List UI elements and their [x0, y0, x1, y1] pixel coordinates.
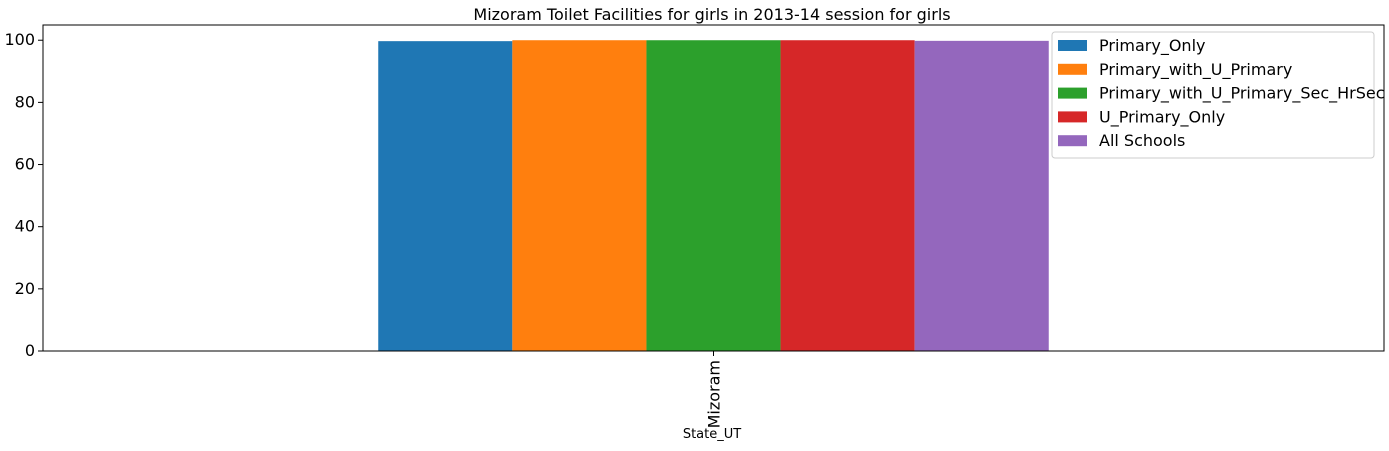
legend-swatch: [1058, 63, 1087, 75]
legend-label: All Schools: [1099, 131, 1185, 150]
legend-label: U_Primary_Only: [1099, 107, 1225, 127]
y-axis: 0 20 40 60 80 100: [4, 30, 43, 360]
y-tick-label: 80: [15, 92, 35, 111]
plot-frame: [42, 24, 1385, 352]
bar-primary-only: [378, 41, 513, 351]
legend-swatch: [1058, 111, 1087, 123]
chart-title: Mizoram Toilet Facilities for girls in 2…: [473, 5, 950, 24]
legend-label: Primary_with_U_Primary_Sec_HrSec: [1099, 84, 1385, 104]
bars-group: [378, 40, 1049, 352]
x-axis-label: State_UT: [683, 427, 741, 442]
x-tick-label: Mizoram: [705, 360, 724, 428]
y-tick-label: 100: [4, 30, 35, 49]
legend-frame: [1051, 31, 1375, 159]
legend-label: Primary_Only: [1099, 36, 1205, 56]
legend: Primary_Only Primary_with_U_Primary Primar…: [1051, 31, 1385, 159]
y-tick-label: 0: [25, 341, 35, 360]
legend-label: Primary_with_U_Primary: [1099, 60, 1292, 80]
bar-primary-with-u-primary-sec-hrsec: [646, 40, 781, 351]
y-tick-label: 40: [15, 217, 35, 236]
legend-swatch: [1058, 40, 1087, 51]
y-tick-label: 60: [15, 155, 35, 174]
legend-swatch: [1058, 135, 1087, 147]
bar-u-primary-only: [780, 40, 915, 351]
bar-all-schools: [914, 40, 1049, 352]
x-axis: Mizoram: [705, 351, 724, 428]
bar-primary-with-u-primary: [512, 40, 647, 351]
y-tick-label: 20: [15, 279, 35, 298]
legend-swatch: [1058, 87, 1087, 99]
